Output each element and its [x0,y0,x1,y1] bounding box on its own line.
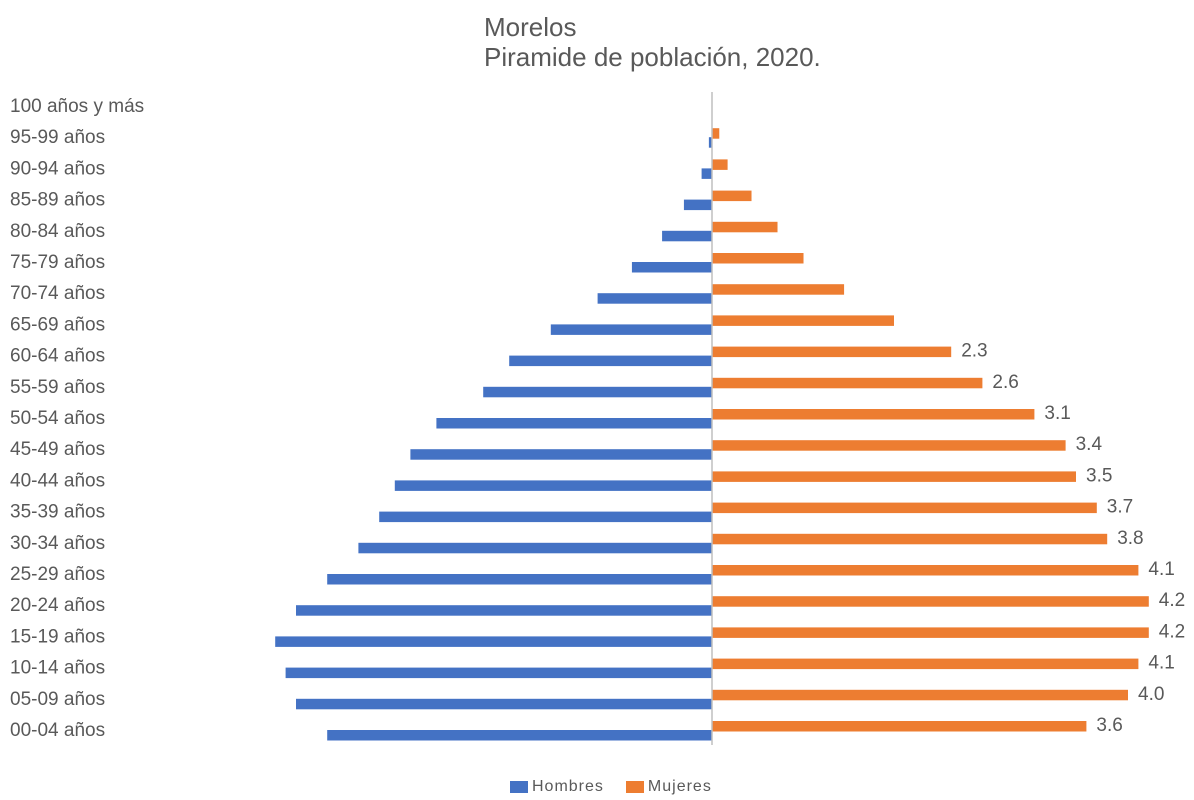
category-label: 40-44 años [10,470,105,491]
bar-mujeres [712,627,1149,638]
category-label: 35-39 años [10,502,105,523]
chart-legend: Hombres Mujeres [510,778,734,796]
category-label: 50-54 años [10,408,105,429]
bar-mujeres [712,409,1035,420]
data-label-mujeres: 4.1 [1148,559,1174,580]
chart-subtitle: Piramide de población, 2020. [484,42,821,72]
bar-hombres [410,449,712,460]
category-label: 75-79 años [10,252,105,273]
bar-mujeres [712,346,952,358]
bar-mujeres [712,159,728,170]
bar-hombres [701,168,712,179]
bar-mujeres [712,440,1066,451]
bar-mujeres [712,221,778,233]
category-label: 45-49 años [10,439,105,460]
legend-swatch-mujeres [625,781,644,793]
bar-hombres [597,293,712,304]
bar-hombres [550,324,712,335]
bar-mujeres [712,190,752,202]
bar-mujeres [712,565,1139,576]
bar-mujeres [712,533,1108,545]
bar-hombres [683,199,712,211]
chart-title-block: Morelos Piramide de población, 2020. [484,12,821,72]
bar-hombres [708,137,712,148]
category-label: 05-09 años [10,689,105,710]
legend-item-mujeres: Mujeres [625,778,712,796]
legend-item-hombres: Hombres [510,778,604,796]
data-label-mujeres: 4.0 [1138,684,1164,705]
bar-hombres [296,698,712,710]
legend-swatch-hombres [510,781,528,793]
bar-hombres [327,574,712,585]
bar-hombres [436,418,712,429]
bar-hombres [379,511,712,523]
legend-label-hombres: Hombres [532,778,604,795]
legend-label-mujeres: Mujeres [647,778,712,795]
bar-mujeres [712,253,804,264]
data-label-mujeres: 3.5 [1086,465,1112,486]
category-label: 15-19 años [10,626,105,647]
bar-hombres [275,636,712,647]
bar-hombres [285,667,712,679]
bar-hombres [483,386,712,398]
category-label: 20-24 años [10,595,105,616]
bar-hombres [394,480,712,491]
data-label-mujeres: 3.1 [1044,403,1070,424]
bar-hombres [662,230,712,242]
data-label-mujeres: 2.3 [961,341,987,362]
bar-mujeres [712,377,983,389]
bar-mujeres [712,689,1128,701]
bar-mujeres [712,658,1139,670]
data-label-mujeres: 4.2 [1159,590,1185,611]
category-label: 00-04 años [10,720,105,741]
data-label-mujeres: 4.2 [1159,621,1185,642]
bar-mujeres [712,502,1097,514]
chart-title: Morelos [484,12,577,42]
category-label: 55-59 años [10,377,105,398]
category-label: 70-74 años [10,283,105,304]
category-label: 25-29 años [10,564,105,585]
category-label: 100 años y más [10,96,144,117]
category-label: 30-34 años [10,533,105,554]
category-label: 10-14 años [10,658,105,679]
bar-mujeres [712,721,1087,732]
bar-hombres [631,262,712,273]
bar-mujeres [712,596,1149,607]
bar-hombres [358,542,712,554]
bar-mujeres [712,471,1076,482]
bar-hombres [296,605,712,616]
category-label: 85-89 años [10,190,105,211]
bar-hombres [327,730,712,741]
category-label: 65-69 años [10,314,105,335]
category-label: 60-64 años [10,346,105,367]
data-label-mujeres: 4.1 [1148,653,1174,674]
bar-hombres [509,355,712,367]
data-label-mujeres: 2.6 [992,372,1018,393]
bar-mujeres [712,284,845,295]
category-label: 80-84 años [10,221,105,242]
data-label-mujeres: 3.7 [1107,497,1133,518]
data-label-mujeres: 3.4 [1076,434,1103,455]
bar-mujeres [712,315,894,326]
data-label-mujeres: 3.8 [1117,528,1143,549]
category-label: 95-99 años [10,127,105,148]
bar-mujeres [712,128,720,139]
data-label-mujeres: 3.6 [1096,715,1122,736]
category-label: 90-94 años [10,158,105,179]
